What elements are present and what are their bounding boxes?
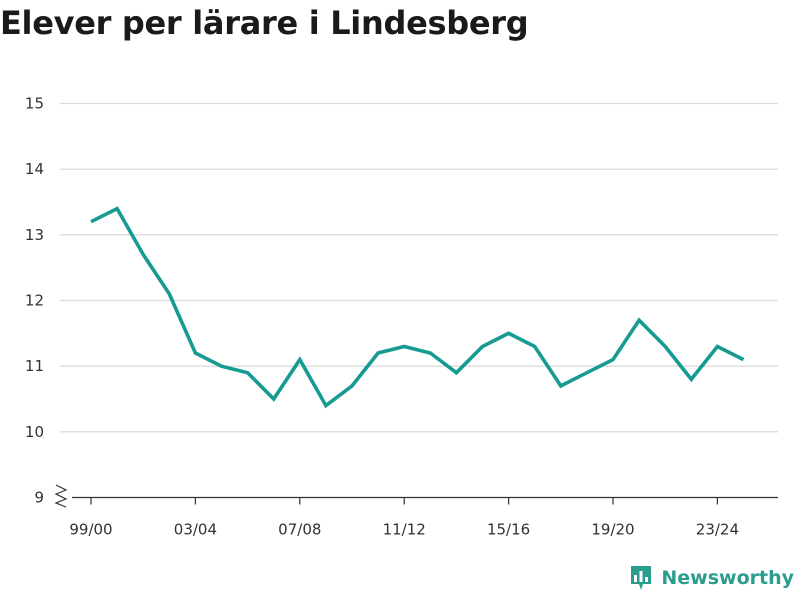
newsworthy-logo-icon [631,566,652,590]
x-tick-label: 03/04 [174,521,217,539]
series-group [90,206,745,409]
grid-lines [60,102,778,433]
x-tick-label: 15/16 [487,521,530,539]
x-tick-label: 11/12 [383,521,426,539]
axis-break-icon [54,484,68,508]
x-tick-label: 07/08 [278,521,321,539]
x-axis: 99/00 03/04 07/08 11/12 15/16 19/20 23/24 [54,484,778,539]
y-tick-label: 13 [25,226,44,244]
x-tick-label: 19/20 [591,521,634,539]
y-axis-ticks: 9 10 11 12 13 14 15 [25,95,44,507]
x-tick-label: 99/00 [69,521,112,539]
brand-name: Newsworthy [661,567,794,589]
y-tick-label: 14 [25,160,44,178]
chart-title: Elever per lärare i Lindesberg [0,4,529,42]
y-tick-label: 12 [25,292,44,310]
y-tick-label: 10 [25,423,44,441]
series-line [90,206,745,409]
y-tick-label: 15 [25,95,44,113]
y-tick-label: 11 [25,357,44,375]
y-tick-label: 9 [34,489,44,507]
x-tick-label: 23/24 [696,521,739,539]
brand-logo: Newsworthy [629,564,794,592]
